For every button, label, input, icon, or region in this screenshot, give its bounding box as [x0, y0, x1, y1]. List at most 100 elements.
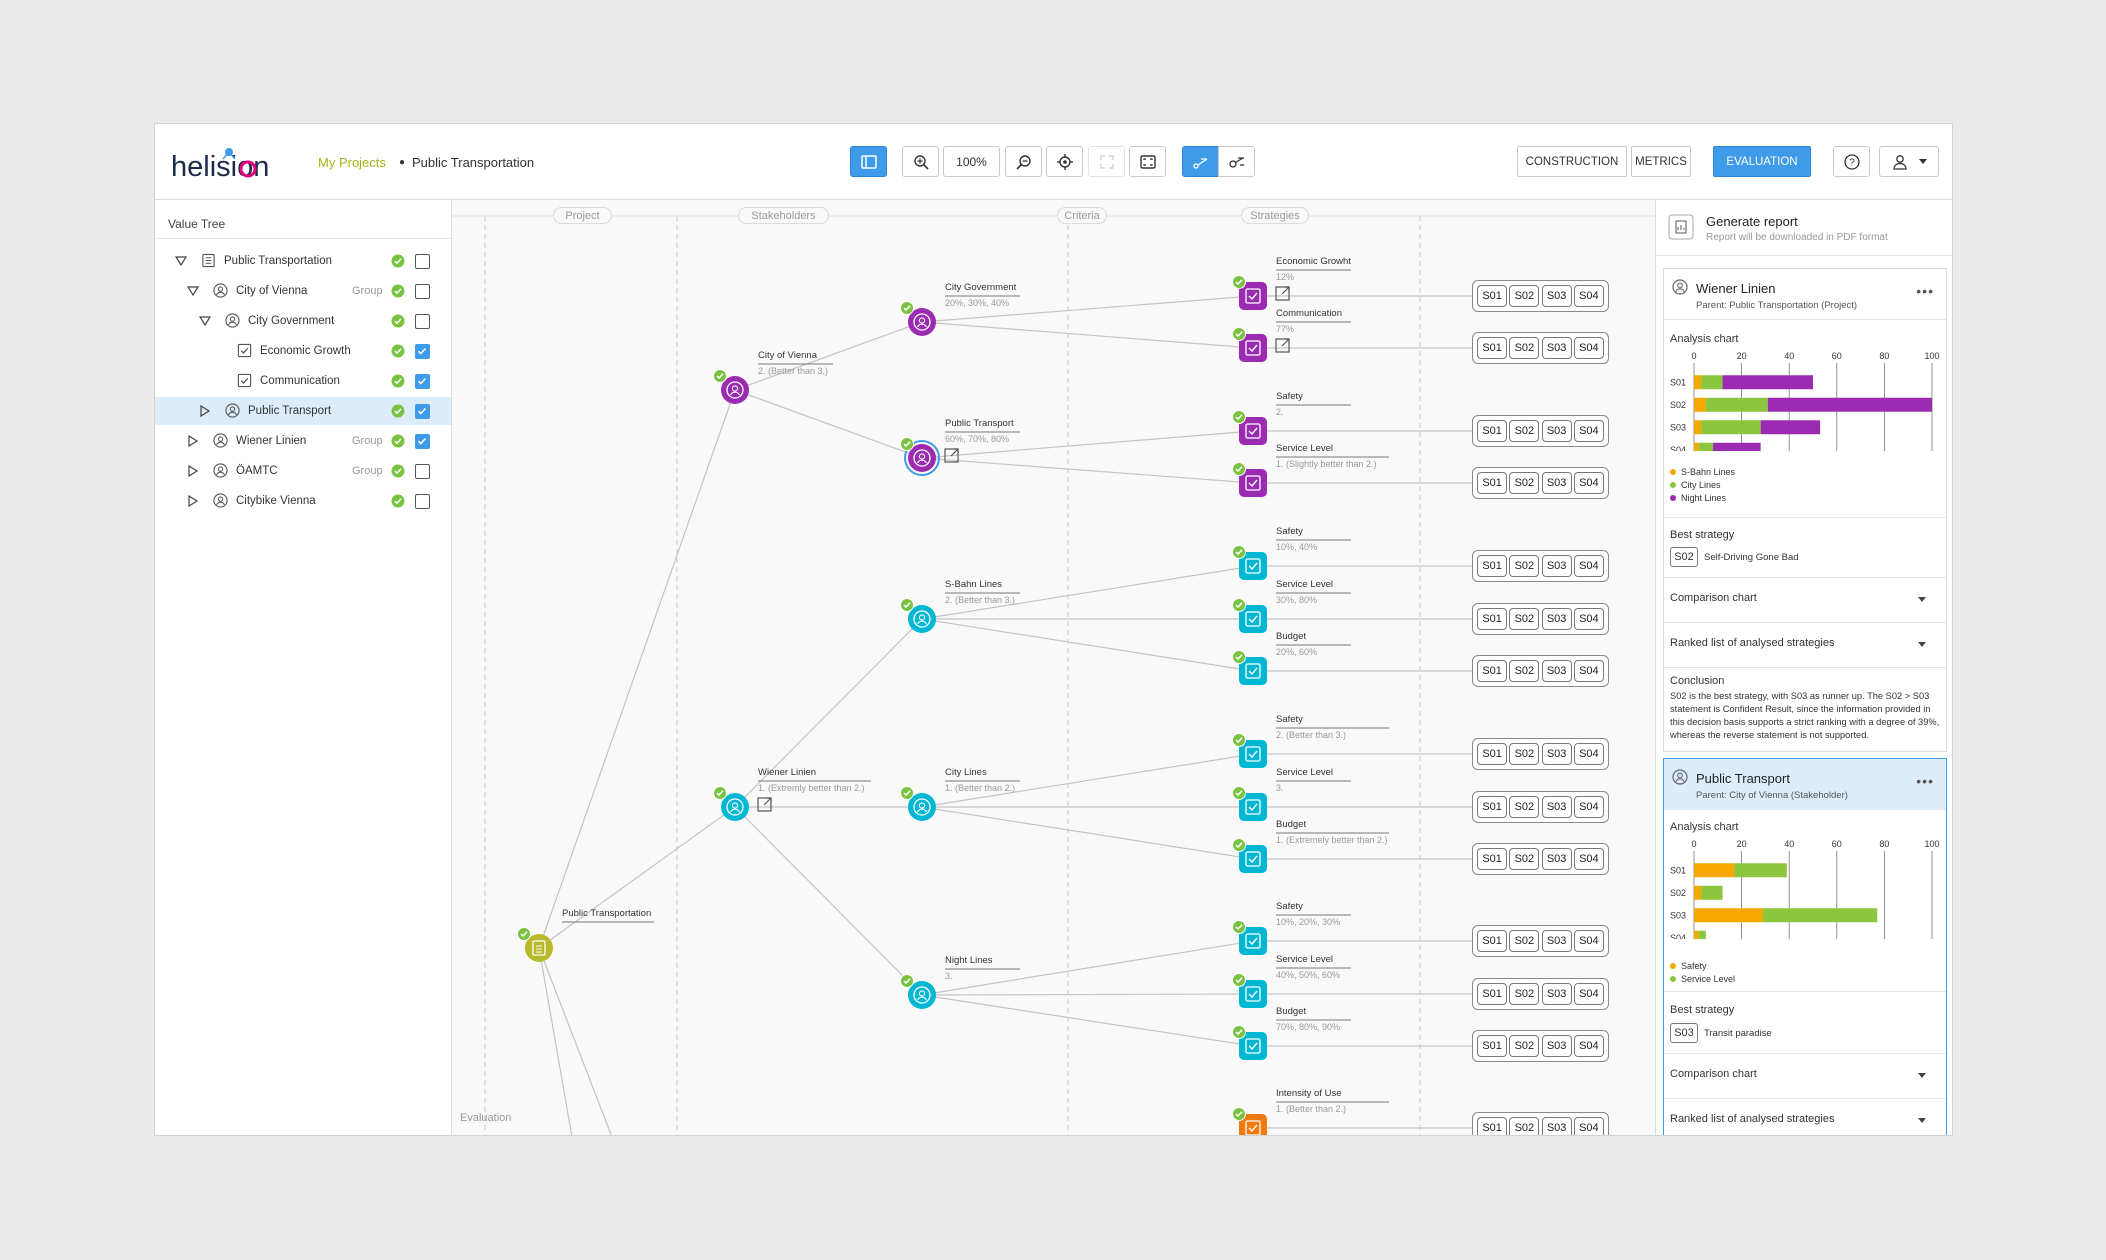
strategy-chip[interactable]: S02 — [1509, 660, 1540, 682]
strategy-chip[interactable]: S04 — [1573, 1117, 1604, 1135]
zoom-in-button[interactable] — [902, 146, 939, 177]
strategy-chip[interactable]: S04 — [1573, 420, 1604, 442]
strategy-chip[interactable]: S01 — [1477, 848, 1508, 870]
strategy-chip[interactable]: S03 — [1541, 796, 1572, 818]
stakeholder-node[interactable] — [908, 605, 936, 633]
strategy-group[interactable]: S01 S02 S03 S04 — [1472, 655, 1609, 687]
include-checkbox[interactable] — [415, 494, 430, 509]
strategy-chip[interactable]: S03 — [1541, 1035, 1572, 1057]
strategy-chip[interactable]: S02 — [1509, 1035, 1540, 1057]
project-node[interactable] — [525, 934, 553, 962]
strategy-chip[interactable]: S03 — [1541, 285, 1572, 307]
strategy-chip[interactable]: S02 — [1509, 608, 1540, 630]
criterion-node[interactable] — [1239, 980, 1267, 1008]
strategy-chip[interactable]: S03 — [1541, 660, 1572, 682]
stakeholder-node[interactable] — [908, 308, 936, 336]
metrics-mode-button[interactable]: METRICS — [1631, 146, 1691, 177]
strategy-chip[interactable]: S02 — [1509, 743, 1540, 765]
strategy-chip[interactable]: S01 — [1477, 285, 1508, 307]
strategy-group[interactable]: S01 S02 S03 S04 — [1472, 280, 1609, 312]
ranked-list-toggle[interactable]: Ranked list of analysed strategies — [1670, 1113, 1835, 1125]
include-checkbox[interactable] — [415, 434, 430, 449]
ranked-list-toggle[interactable]: Ranked list of analysed strategies — [1670, 637, 1835, 649]
strategy-chip[interactable]: S01 — [1477, 660, 1508, 682]
open-link-icon[interactable] — [944, 448, 959, 463]
value-tree-item[interactable]: City of Vienna Group — [155, 277, 451, 305]
open-link-icon[interactable] — [1275, 338, 1290, 353]
criterion-node[interactable] — [1239, 927, 1267, 955]
strategy-chip[interactable]: S04 — [1573, 608, 1604, 630]
collapsed-triangle-icon[interactable] — [187, 465, 199, 477]
strategy-group[interactable]: S01 S02 S03 S04 — [1472, 925, 1609, 957]
include-checkbox[interactable] — [415, 404, 430, 419]
strategy-chip[interactable]: S01 — [1477, 930, 1508, 952]
help-button[interactable]: ? — [1833, 146, 1870, 177]
stakeholder-node[interactable] — [908, 793, 936, 821]
criterion-node[interactable] — [1239, 605, 1267, 633]
criterion-node[interactable] — [1239, 657, 1267, 685]
strategy-group[interactable]: S01 S02 S03 S04 — [1472, 1030, 1609, 1062]
open-link-icon[interactable] — [1275, 286, 1290, 301]
strategy-chip[interactable]: S04 — [1573, 555, 1604, 577]
strategy-chip[interactable]: S02 — [1509, 796, 1540, 818]
evaluation-mode-button[interactable]: EVALUATION — [1713, 146, 1811, 177]
criterion-node[interactable] — [1239, 282, 1267, 310]
criterion-node[interactable] — [1239, 552, 1267, 580]
strategy-chip[interactable]: S03 — [1541, 608, 1572, 630]
strategy-chip[interactable]: S02 — [1509, 555, 1540, 577]
expanded-triangle-icon[interactable] — [199, 315, 211, 327]
collapsed-triangle-icon[interactable] — [187, 495, 199, 507]
strategy-chip[interactable]: S03 — [1541, 930, 1572, 952]
strategy-chip[interactable]: S04 — [1573, 472, 1604, 494]
tree-view-button[interactable] — [1182, 146, 1219, 177]
construction-mode-button[interactable]: CONSTRUCTION — [1517, 146, 1627, 177]
chevron-down-icon[interactable] — [1918, 642, 1926, 647]
open-link-icon[interactable] — [757, 797, 772, 812]
include-checkbox[interactable] — [415, 344, 430, 359]
strategy-chip[interactable]: S03 — [1541, 848, 1572, 870]
value-tree-item[interactable]: Public Transport — [155, 397, 451, 425]
value-tree-item[interactable]: Citybike Vienna — [155, 487, 451, 515]
strategy-chip[interactable]: S01 — [1477, 1035, 1508, 1057]
expanded-triangle-icon[interactable] — [187, 285, 199, 297]
expand-button[interactable] — [1088, 146, 1125, 177]
strategy-group[interactable]: S01 S02 S03 S04 — [1472, 738, 1609, 770]
strategy-chip[interactable]: S03 — [1541, 983, 1572, 1005]
expanded-triangle-icon[interactable] — [175, 255, 187, 267]
strategy-chip[interactable]: S02 — [1509, 983, 1540, 1005]
include-checkbox[interactable] — [415, 284, 430, 299]
strategy-chip[interactable]: S04 — [1573, 337, 1604, 359]
strategy-chip[interactable]: S02 — [1509, 472, 1540, 494]
criterion-node[interactable] — [1239, 793, 1267, 821]
strategy-chip[interactable]: S01 — [1477, 555, 1508, 577]
strategy-group[interactable]: S01 S02 S03 S04 — [1472, 467, 1609, 499]
user-menu-button[interactable] — [1879, 146, 1939, 177]
value-tree-item[interactable]: Economic Growth — [155, 337, 451, 365]
strategy-chip[interactable]: S03 — [1541, 472, 1572, 494]
strategy-chip[interactable]: S02 — [1509, 930, 1540, 952]
strategy-group[interactable]: S01 S02 S03 S04 — [1472, 415, 1609, 447]
locate-button[interactable] — [1046, 146, 1083, 177]
strategy-group[interactable]: S01 S02 S03 S04 — [1472, 843, 1609, 875]
strategy-chip[interactable]: S04 — [1573, 848, 1604, 870]
more-options-icon[interactable]: ••• — [1916, 773, 1934, 789]
fit-screen-button[interactable] — [1129, 146, 1166, 177]
value-tree-item[interactable]: City Government — [155, 307, 451, 335]
value-tree-item[interactable]: Public Transportation — [155, 247, 451, 275]
graph-canvas[interactable]: Project Stakeholders Criteria Strategies… — [452, 200, 1655, 1136]
criterion-node[interactable] — [1239, 740, 1267, 768]
criterion-node[interactable] — [1239, 845, 1267, 873]
strategy-chip[interactable]: S02 — [1509, 285, 1540, 307]
chevron-down-icon[interactable] — [1918, 597, 1926, 602]
generate-report-button[interactable]: Generate report Report will be downloade… — [1656, 200, 1952, 256]
strategy-group[interactable]: S01 S02 S03 S04 — [1472, 1112, 1609, 1135]
strategy-group[interactable]: S01 S02 S03 S04 — [1472, 550, 1609, 582]
sidebar-toggle-button[interactable] — [850, 146, 887, 177]
more-options-icon[interactable]: ••• — [1916, 283, 1934, 299]
criterion-node[interactable] — [1239, 1114, 1267, 1136]
report-card-wiener-linien[interactable]: Wiener Linien Parent: Public Transportat… — [1663, 268, 1947, 752]
stakeholder-node[interactable] — [904, 440, 940, 476]
chevron-down-icon[interactable] — [1918, 1118, 1926, 1123]
key-view-button[interactable] — [1218, 146, 1255, 177]
comparison-chart-toggle[interactable]: Comparison chart — [1670, 592, 1757, 604]
